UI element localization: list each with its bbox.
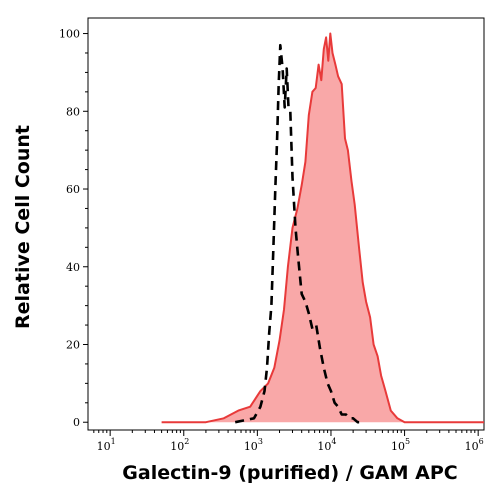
series-layer — [161, 32, 484, 424]
series-0-line — [161, 32, 484, 424]
axes-layer: 0 20 40 60 80 100 101 102 103 104 105 106 — [59, 28, 484, 453]
y-tick-label: 100 — [59, 28, 80, 41]
x-tick-label: 103 — [244, 437, 263, 453]
y-axis-label: Relative Cell Count — [12, 125, 34, 329]
y-tick-label: 60 — [66, 183, 80, 196]
x-tick-label: 105 — [391, 437, 410, 453]
plot-frame — [87, 17, 485, 431]
y-tick-label: 20 — [66, 338, 80, 351]
x-tick-label: 102 — [170, 437, 189, 453]
x-axis-label: Galectin-9 (purified) / GAM APC — [122, 462, 457, 484]
series-0-area — [161, 33, 484, 423]
x-tick-label: 104 — [317, 437, 336, 453]
x-tick-label: 106 — [465, 437, 484, 453]
y-tick-label: 40 — [66, 261, 80, 274]
x-tick-label: 101 — [97, 437, 116, 453]
y-tick-label: 80 — [66, 105, 80, 118]
plot-area — [87, 17, 485, 431]
y-tick-label: 0 — [73, 416, 80, 429]
